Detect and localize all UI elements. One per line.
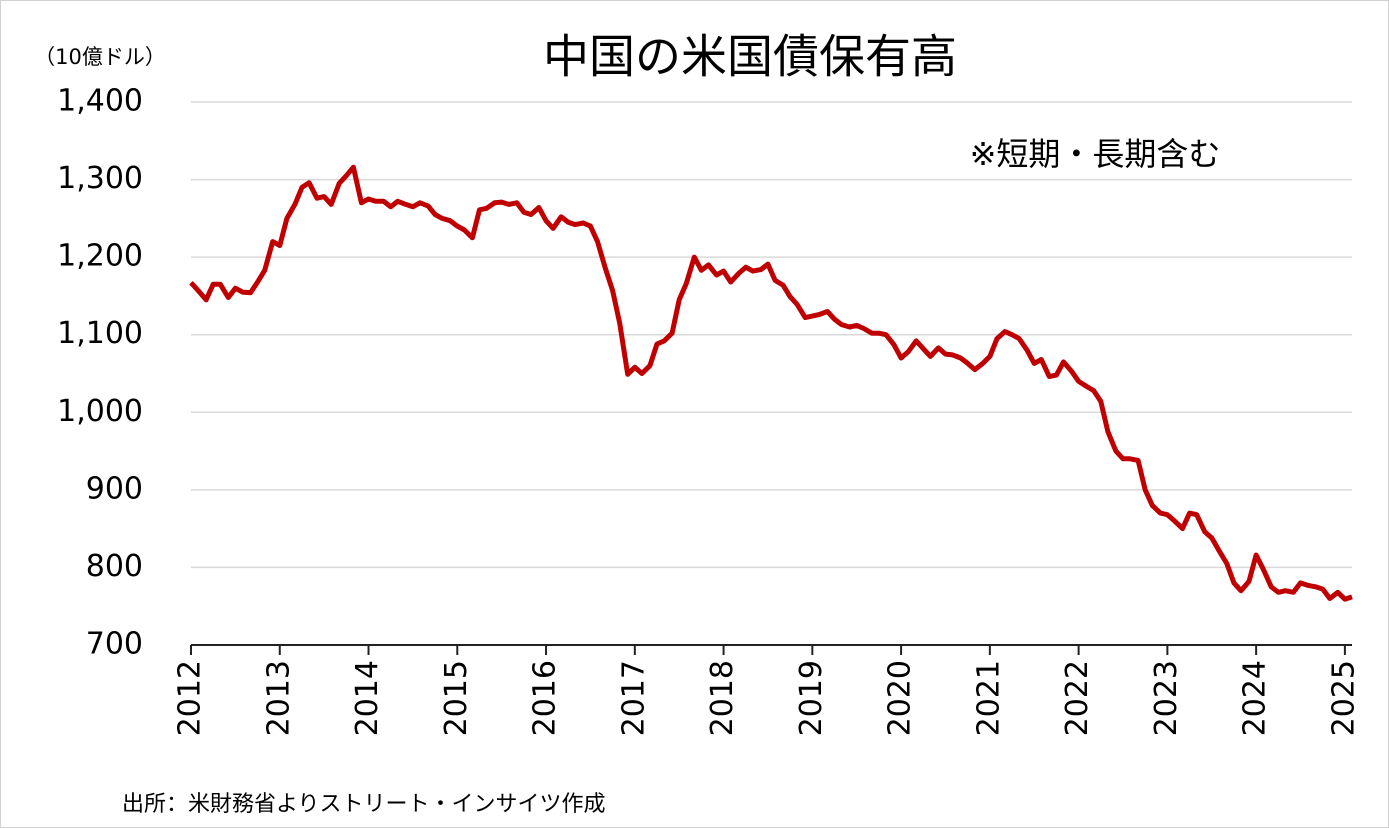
y-tick-label: 900 xyxy=(86,471,143,506)
x-tick-label: 2024 xyxy=(1238,660,1273,736)
x-tick-label: 2018 xyxy=(705,660,740,736)
x-tick-label: 2016 xyxy=(528,660,563,736)
x-tick-label: 2012 xyxy=(173,660,208,736)
x-tick-label: 2019 xyxy=(794,660,829,736)
x-tick-label: 2021 xyxy=(971,660,1006,736)
y-tick-label: 800 xyxy=(86,549,143,584)
x-tick-label: 2014 xyxy=(350,660,385,736)
y-tick-label: 700 xyxy=(86,627,143,662)
y-tick-label: 1,200 xyxy=(57,239,143,274)
data-line xyxy=(189,164,1353,602)
x-tick-label: 2015 xyxy=(439,660,474,736)
x-tick-label: 2020 xyxy=(883,660,918,736)
annotation: ※短期・長期含む xyxy=(970,135,1221,173)
y-tick-label: 1,300 xyxy=(57,161,143,196)
x-tick-label: 2017 xyxy=(616,660,651,736)
y-tick-label: 1,400 xyxy=(57,84,143,119)
y-tick-label: 1,100 xyxy=(57,316,143,351)
chart-title: 中国の米国債保有高 xyxy=(543,30,957,84)
x-tick-label: 2022 xyxy=(1060,660,1095,736)
source-note: 出所：米財務省よりストリート・インサイツ作成 xyxy=(122,792,606,817)
y-tick-label: 1,000 xyxy=(57,394,143,429)
x-tick-label: 2025 xyxy=(1326,660,1361,736)
y-unit: （10億ドル） xyxy=(34,45,166,69)
x-tick-label: 2013 xyxy=(261,660,296,736)
x-tick-label: 2023 xyxy=(1149,660,1184,736)
